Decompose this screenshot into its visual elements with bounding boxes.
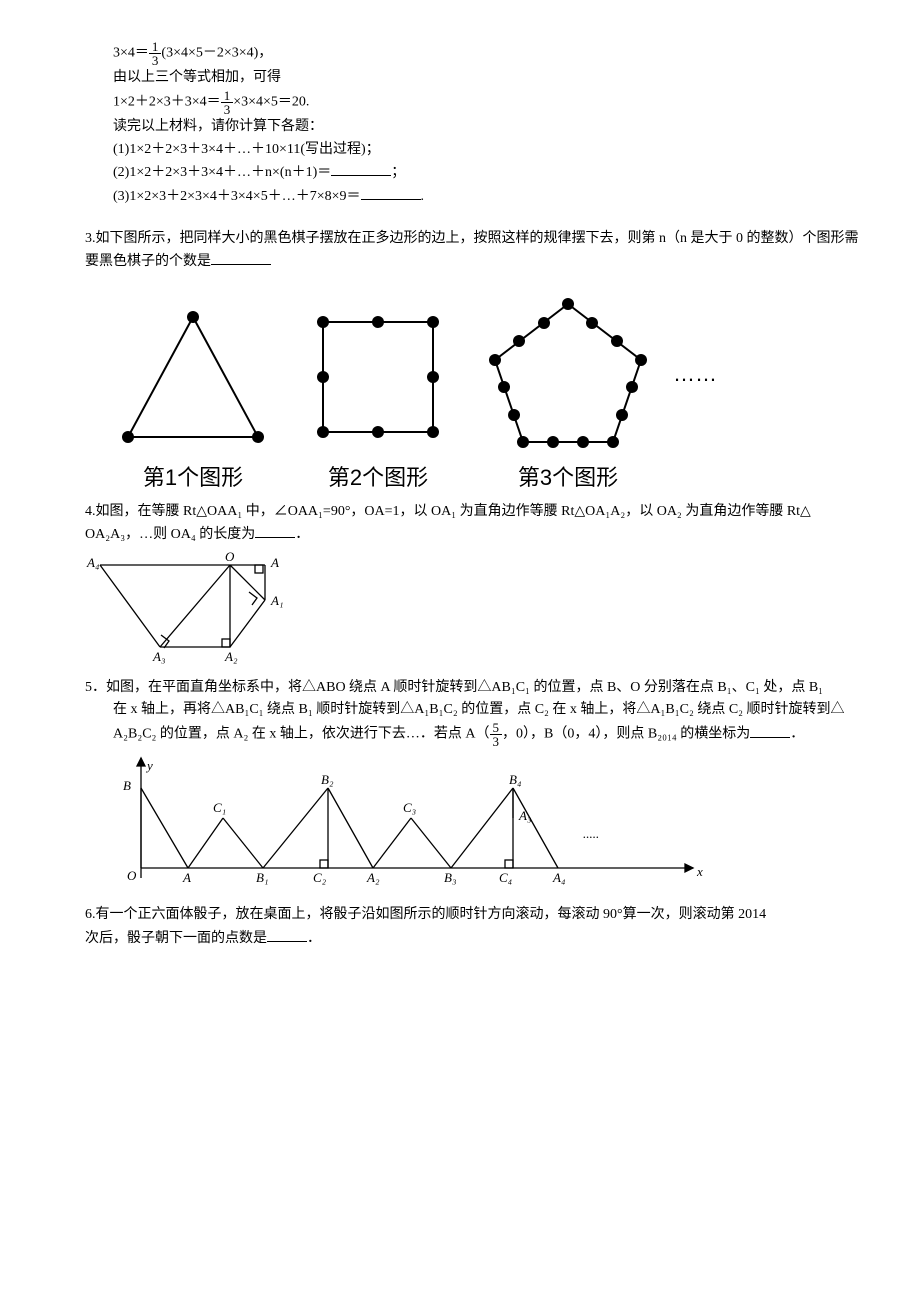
text: OA₂A₃，…则 OA₄ 的长度为 (85, 527, 255, 542)
q3-text: 3.如下图所示，把同样大小的黑色棋子摆放在正多边形的边上，按照这样的规律摆下去，… (85, 231, 859, 269)
label-B2: B₂ (321, 772, 334, 787)
q4-line2: OA₂A₃，…则 OA₄ 的长度为 ． (85, 523, 860, 546)
figure-label: 第1个图形 (113, 460, 273, 495)
question-5: 5．如图，在平面直角坐标系中，将△ABO 绕点 A 顺时针旋转到△AB₁C₁ 的… (85, 677, 860, 749)
label-B1: B₁ (256, 870, 268, 885)
text: (3×4×5－2×3×4)， (161, 46, 272, 61)
answer-blank[interactable] (361, 185, 421, 200)
label-O: O (225, 549, 235, 564)
answer-blank[interactable] (750, 723, 790, 738)
q5-l3: A₂B₂C₂ 的位置，点 A₂ 在 x 轴上，依次进行下去…．若点 A（53，0… (113, 721, 860, 748)
label-A2: A₂ (224, 649, 238, 664)
figure-label: 第3个图形 (483, 460, 653, 495)
text: ． (790, 727, 804, 742)
label-O: O (127, 868, 137, 883)
label-A3: A₃ (518, 808, 531, 823)
q6-line1: 6.有一个正六面体骰子，放在桌面上，将骰子沿如图所示的顺时针方向滚动，每滚动 9… (85, 904, 860, 926)
label-A: A (270, 555, 279, 570)
q6-line2: 次后，骰子朝下一面的点数是 ． (85, 927, 860, 950)
label-dots: ..... (583, 826, 599, 841)
label-A2: A₂ (366, 870, 380, 885)
triangle-icon (113, 302, 273, 452)
line-3: 1×2＋2×3＋3×4＝13×3×4×5＝20. (113, 89, 860, 116)
figure-1: 第1个图形 (113, 302, 273, 495)
label-x: x (696, 864, 703, 879)
square-icon (303, 302, 453, 452)
sub-q1: (1)1×2＋2×3＋3×4＋…＋10×11(写出过程)； (113, 139, 860, 161)
line-2: 由以上三个等式相加，可得 (113, 67, 860, 89)
fraction-5-3: 53 (490, 721, 503, 748)
label-A: A (182, 870, 191, 885)
figure-label: 第2个图形 (303, 460, 453, 495)
text: ； (391, 165, 405, 180)
text: (2)1×2＋2×3＋3×4＋…＋n×(n＋1)＝ (113, 165, 331, 180)
line-4: 读完以上材料，请你计算下各题： (113, 116, 860, 138)
label-A4: A₄ (86, 555, 100, 570)
label-B4: B₄ (509, 772, 522, 787)
question-4: 4.如图，在等腰 Rt△OAA₁ 中，∠OAA₁=90°，OA=1，以 OA₁ … (85, 501, 860, 547)
figure-2: 第2个图形 (303, 302, 453, 495)
line-1: 3×4＝13(3×4×5－2×3×4)， (113, 40, 860, 67)
text: A₂B₂C₂ 的位置，点 A₂ 在 x 轴上，依次进行下去…．若点 A（ (113, 727, 490, 742)
label-A3: A₃ (152, 649, 165, 664)
text: 次后，骰子朝下一面的点数是 (85, 931, 267, 946)
fraction-1-3: 13 (149, 40, 162, 67)
label-A4: A₄ (552, 870, 566, 885)
text: 1×2＋2×3＋3×4＝ (113, 95, 221, 110)
question-6: 6.有一个正六面体骰子，放在桌面上，将骰子沿如图所示的顺时针方向滚动，每滚动 9… (85, 904, 860, 950)
fraction-1-3: 13 (221, 89, 234, 116)
text: ×3×4×5＝20. (233, 95, 309, 110)
answer-blank[interactable] (255, 523, 295, 538)
text: ． (295, 527, 309, 542)
text: . (421, 189, 425, 204)
text: 3×4＝ (113, 46, 149, 61)
label-A1: A₁ (270, 593, 283, 608)
q5-figure: y x O B A C₁ B₁ B₂ C₂ A₂ C₃ B₃ B₄ A₃ C₄ … (113, 748, 713, 898)
text: ． (307, 931, 321, 946)
q5-l2: 在 x 轴上，再将△AB₁C₁ 绕点 B₁ 顺时针旋转到△A₁B₁C₂ 的位置，… (113, 699, 860, 721)
label-C2: C₂ (313, 870, 327, 885)
label-C3: C₃ (403, 800, 416, 815)
label-C4: C₄ (499, 870, 513, 885)
pentagon-icon (483, 292, 653, 452)
q4-figure: O A A₁ A₂ A₃ A₄ (85, 547, 315, 667)
label-B: B (123, 778, 131, 793)
polygon-figures: 第1个图形 第2个图形 第3个图形 …… (113, 292, 860, 495)
answer-blank[interactable] (267, 927, 307, 942)
question-3: 3.如下图所示，把同样大小的黑色棋子摆放在正多边形的边上，按照这样的规律摆下去，… (85, 228, 860, 274)
material-block: 3×4＝13(3×4×5－2×3×4)， 由以上三个等式相加，可得 1×2＋2×… (113, 40, 860, 208)
sub-q3: (3)1×2×3＋2×3×4＋3×4×5＋…＋7×8×9＝. (113, 185, 860, 208)
label-C1: C₁ (213, 800, 226, 815)
figure-3: 第3个图形 (483, 292, 653, 495)
label-B3: B₃ (444, 870, 456, 885)
text: ，0），B（0，4），则点 B₂₀₁₄ 的横坐标为 (502, 727, 750, 742)
ellipsis-icon: …… (673, 356, 717, 431)
text: (3)1×2×3＋2×3×4＋3×4×5＋…＋7×8×9＝ (113, 189, 361, 204)
q4-line1: 4.如图，在等腰 Rt△OAA₁ 中，∠OAA₁=90°，OA=1，以 OA₁ … (85, 501, 860, 523)
sub-q2: (2)1×2＋2×3＋3×4＋…＋n×(n＋1)＝ ； (113, 161, 860, 184)
answer-blank[interactable] (211, 250, 271, 265)
q5-l1: 5．如图，在平面直角坐标系中，将△ABO 绕点 A 顺时针旋转到△AB₁C₁ 的… (85, 677, 860, 699)
label-y: y (145, 758, 153, 773)
answer-blank[interactable] (331, 161, 391, 176)
